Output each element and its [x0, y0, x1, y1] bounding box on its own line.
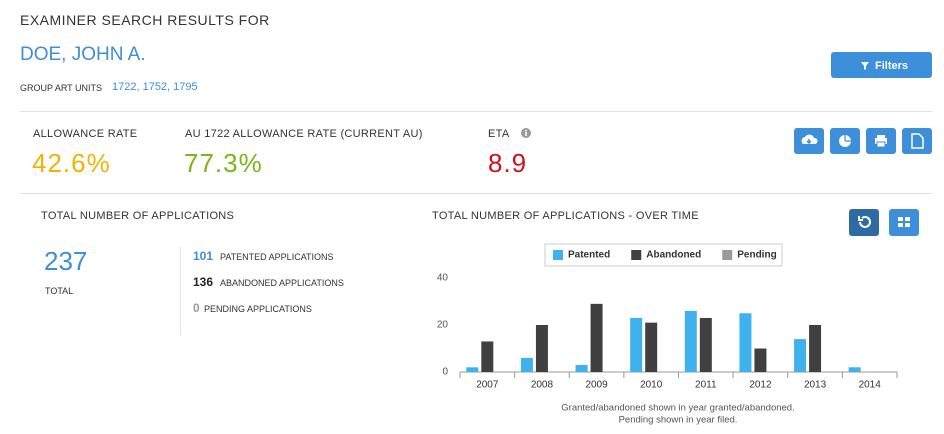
chart-note: Pending shown in year filed.	[619, 415, 738, 426]
metric-value: 42.6%	[32, 148, 111, 178]
print-button[interactable]	[866, 128, 896, 154]
chart: TOTAL NUMBER OF APPLICATIONS - OVER TIME…	[432, 210, 898, 426]
x-tick-label: 2012	[749, 380, 772, 391]
y-tick-label: 0	[442, 367, 448, 378]
art-units[interactable]: 1722, 1752, 1795	[112, 81, 198, 93]
count: 136	[193, 275, 214, 289]
bar	[590, 303, 603, 372]
metric-label: ALLOWANCE RATE	[33, 128, 138, 140]
bar	[684, 310, 697, 372]
reset-button[interactable]	[849, 209, 879, 236]
bar	[754, 348, 767, 372]
x-tick-label: 2007	[476, 380, 499, 391]
chart-note: Granted/abandoned shown in year granted/…	[561, 403, 794, 414]
legend-label: Patented	[568, 250, 610, 261]
divider	[180, 247, 181, 335]
metric-value: 8.9	[488, 148, 528, 178]
x-tick-label: 2013	[804, 380, 827, 391]
bar	[481, 341, 494, 372]
bar	[630, 317, 643, 372]
bar	[466, 367, 479, 372]
legend-swatch	[553, 250, 563, 260]
y-tick-label: 20	[437, 320, 449, 331]
filters-icon: Filters	[861, 60, 908, 72]
metric-value: 77.3%	[184, 148, 263, 178]
bar	[794, 339, 807, 372]
bar	[699, 317, 712, 372]
count-label: PENDING APPLICATIONS	[204, 304, 312, 314]
chart-title: TOTAL NUMBER OF APPLICATIONS - OVER TIME	[432, 210, 699, 222]
bar	[645, 322, 658, 372]
x-tick-label: 2010	[640, 380, 663, 391]
count-label: ABANDONED APPLICATIONS	[220, 278, 344, 288]
examiner-name: DOE, JOHN A.	[20, 44, 146, 65]
x-tick-label: 2009	[585, 380, 608, 391]
count-label: PATENTED APPLICATIONS	[220, 252, 334, 262]
total-count: 237	[44, 246, 88, 276]
legend-swatch	[722, 250, 733, 260]
filters-label: Filters	[875, 60, 908, 72]
separator	[20, 111, 932, 112]
section-title: TOTAL NUMBER OF APPLICATIONS	[41, 210, 235, 222]
download-button[interactable]	[794, 128, 824, 154]
y-tick-label: 40	[437, 273, 449, 284]
bar	[809, 325, 822, 372]
metric-label: AU 1722 ALLOWANCE RATE (CURRENT AU)	[185, 128, 423, 140]
x-tick-label: 2011	[695, 380, 717, 391]
bar	[848, 367, 861, 372]
total-label: TOTAL	[45, 286, 74, 296]
x-tick-label: 2008	[531, 380, 554, 391]
page-title: EXAMINER SEARCH RESULTS FOR	[20, 12, 270, 28]
bar	[520, 357, 533, 372]
bar	[535, 325, 548, 372]
info-icon[interactable]	[520, 127, 532, 139]
filters-button[interactable]: Filters	[831, 52, 932, 78]
legend	[544, 243, 783, 267]
grid-button[interactable]	[889, 209, 919, 236]
chart-button[interactable]	[830, 128, 860, 154]
x-tick-label: 2014	[859, 380, 882, 391]
legend-label: Abandoned	[646, 250, 701, 261]
count: 101	[193, 249, 214, 263]
legend-label: Pending	[737, 250, 776, 261]
art-units-label: GROUP ART UNITS	[20, 83, 103, 93]
bar	[739, 313, 752, 372]
metric-label: ETA	[488, 128, 510, 140]
count: 0	[193, 301, 200, 315]
bar	[575, 364, 588, 372]
separator	[20, 193, 932, 194]
legend-swatch	[631, 250, 642, 260]
pdf-button[interactable]	[902, 128, 932, 154]
